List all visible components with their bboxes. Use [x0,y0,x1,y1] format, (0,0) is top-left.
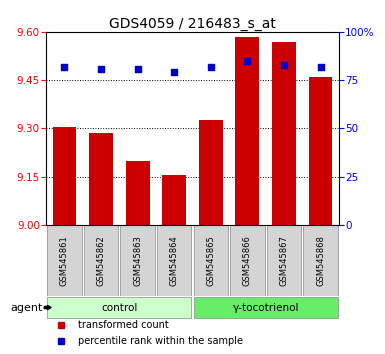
Point [98,66,104,72]
Bar [162,175,186,225]
Text: percentile rank within the sample: percentile rank within the sample [79,336,243,346]
Text: transformed count: transformed count [79,320,169,330]
Bar [303,225,338,296]
Text: agent: agent [10,303,42,313]
Bar [230,225,264,296]
Text: GSM545867: GSM545867 [280,235,288,286]
Bar [47,297,191,318]
Bar [309,77,332,225]
Title: GDS4059 / 216483_s_at: GDS4059 / 216483_s_at [109,17,276,31]
Text: GSM545865: GSM545865 [206,235,215,286]
Bar [199,120,223,225]
Bar [89,133,113,225]
Bar [267,225,301,296]
Bar [194,297,338,318]
Bar [272,41,296,225]
Bar [157,225,191,296]
Bar [53,127,76,225]
Text: GSM545863: GSM545863 [133,235,142,286]
Point [135,66,141,72]
Bar [84,225,118,296]
Bar [126,161,149,225]
Bar [236,37,259,225]
Text: γ-tocotrienol: γ-tocotrienol [233,303,299,313]
Text: GSM545861: GSM545861 [60,235,69,286]
Text: control: control [101,303,137,313]
Text: GSM545866: GSM545866 [243,235,252,286]
Point [61,64,68,69]
Bar [47,225,82,296]
Point [318,64,324,69]
Point [171,70,177,75]
Bar [194,225,228,296]
Text: GSM545864: GSM545864 [170,235,179,286]
Text: GSM545868: GSM545868 [316,235,325,286]
Text: GSM545862: GSM545862 [97,235,105,286]
Bar [121,225,155,296]
Point [281,62,287,68]
Point [208,64,214,69]
Point [244,58,251,64]
